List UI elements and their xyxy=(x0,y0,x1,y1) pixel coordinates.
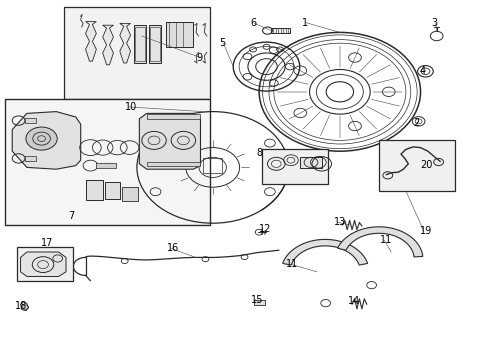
Bar xyxy=(254,300,264,305)
Bar xyxy=(261,149,327,184)
Text: 2: 2 xyxy=(412,118,419,128)
Bar xyxy=(150,27,160,61)
Bar xyxy=(203,158,222,173)
Polygon shape xyxy=(102,25,113,65)
Polygon shape xyxy=(85,22,96,61)
Text: 3: 3 xyxy=(431,18,437,28)
Polygon shape xyxy=(337,227,422,257)
Text: 8: 8 xyxy=(256,148,263,158)
Bar xyxy=(146,114,200,119)
Text: 10: 10 xyxy=(124,102,137,112)
Polygon shape xyxy=(139,113,200,169)
Polygon shape xyxy=(20,252,66,276)
Circle shape xyxy=(26,127,57,150)
Text: 1: 1 xyxy=(302,18,308,28)
Text: 17: 17 xyxy=(41,238,53,248)
Text: 15: 15 xyxy=(251,294,263,305)
Bar xyxy=(146,162,200,166)
Text: 6: 6 xyxy=(250,18,256,28)
Polygon shape xyxy=(120,23,130,63)
Text: 11: 11 xyxy=(380,235,392,245)
Bar xyxy=(63,7,210,99)
Bar xyxy=(134,25,146,63)
Polygon shape xyxy=(282,239,367,265)
Polygon shape xyxy=(20,302,28,311)
Text: 16: 16 xyxy=(167,243,179,253)
Text: 11: 11 xyxy=(285,259,297,269)
Bar xyxy=(25,118,36,123)
Bar xyxy=(122,187,138,201)
Bar xyxy=(166,22,193,47)
Bar xyxy=(378,140,454,191)
Text: 14: 14 xyxy=(347,296,360,306)
Bar xyxy=(135,27,145,61)
Polygon shape xyxy=(12,112,81,169)
Text: 12: 12 xyxy=(259,224,271,234)
Text: 20: 20 xyxy=(420,160,432,170)
Bar xyxy=(25,156,36,161)
Text: 5: 5 xyxy=(219,38,225,48)
Text: 18: 18 xyxy=(15,301,27,311)
Bar xyxy=(17,247,73,281)
Text: 9: 9 xyxy=(196,53,203,63)
Text: 19: 19 xyxy=(419,226,431,237)
Bar xyxy=(5,99,210,225)
Bar xyxy=(85,180,102,200)
Text: 13: 13 xyxy=(333,217,345,227)
Bar xyxy=(300,157,321,168)
Text: 7: 7 xyxy=(68,211,75,221)
Bar xyxy=(105,182,120,199)
Bar xyxy=(96,163,116,168)
Bar xyxy=(271,28,289,33)
Text: 4: 4 xyxy=(419,66,425,76)
Bar xyxy=(149,25,161,63)
